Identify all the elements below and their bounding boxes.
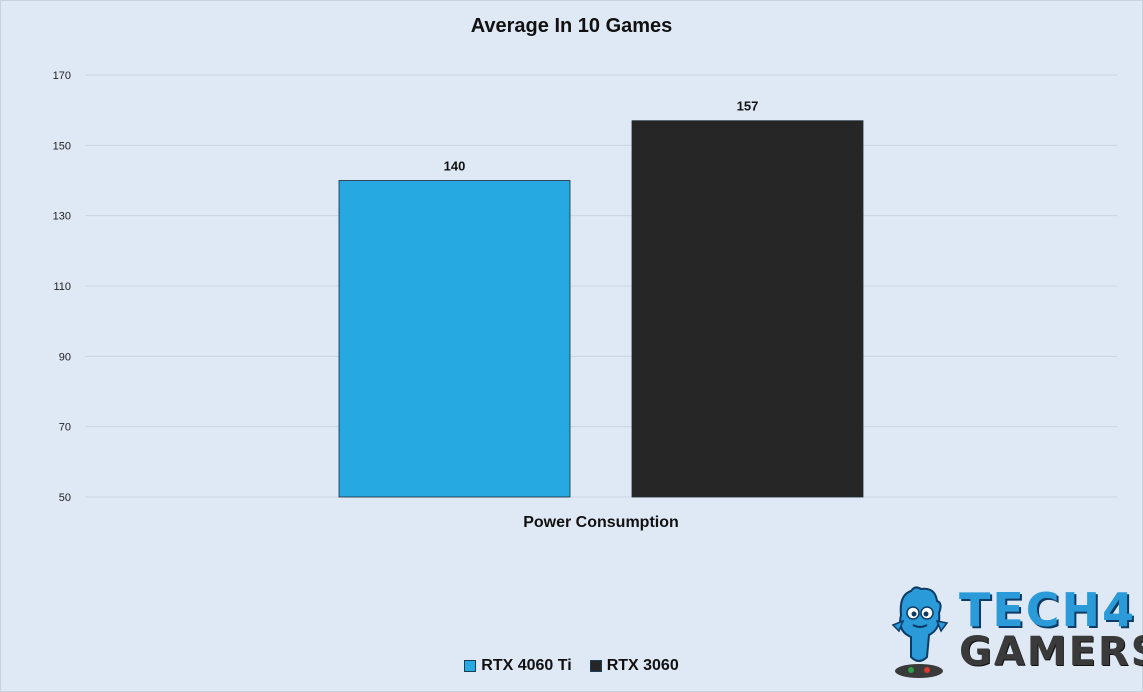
category-labels: Power Consumption <box>523 514 679 531</box>
tech4gamers-logo: TECH4 GAMERS <box>889 585 1143 680</box>
bar-rtx-3060 <box>631 120 864 498</box>
legend-label: RTX 3060 <box>606 657 679 674</box>
y-tick-label: 90 <box>59 351 71 363</box>
legend-item: RTX 3060 <box>589 657 679 675</box>
bar-rtx-4060-ti <box>338 180 571 498</box>
legend-item: RTX 4060 Ti <box>464 657 572 675</box>
data-label: 140 <box>444 159 466 174</box>
y-tick-label: 150 <box>53 140 71 152</box>
logo-line-1: TECH4 <box>959 583 1137 637</box>
logo-line-2: GAMERS <box>959 629 1143 675</box>
y-tick-labels: 50 70 90 110 130 150 170 <box>53 70 71 504</box>
legend-swatch <box>589 660 602 672</box>
chart-title: Average In 10 Games <box>470 15 673 37</box>
logo-wordmark: TECH4 GAMERS <box>959 583 1143 675</box>
y-tick-label: 110 <box>53 281 71 293</box>
y-tick-label: 70 <box>59 422 71 434</box>
data-label: 157 <box>737 99 759 114</box>
bars <box>338 120 864 498</box>
mascot-icon <box>891 586 949 678</box>
y-tick-label: 50 <box>59 492 71 504</box>
y-tick-label: 170 <box>53 70 71 82</box>
legend-swatch <box>464 660 477 672</box>
legend-label: RTX 4060 Ti <box>481 657 572 674</box>
category-label: Power Consumption <box>523 514 679 531</box>
chart-plot: 50 70 90 110 130 150 170 140 157 Power Consumpt… <box>53 70 1117 531</box>
y-tick-label: 130 <box>53 211 71 223</box>
grid-lines <box>85 74 1117 498</box>
data-labels: 140 157 <box>444 99 759 174</box>
legend: RTX 4060 Ti RTX 3060 <box>1 657 1142 675</box>
